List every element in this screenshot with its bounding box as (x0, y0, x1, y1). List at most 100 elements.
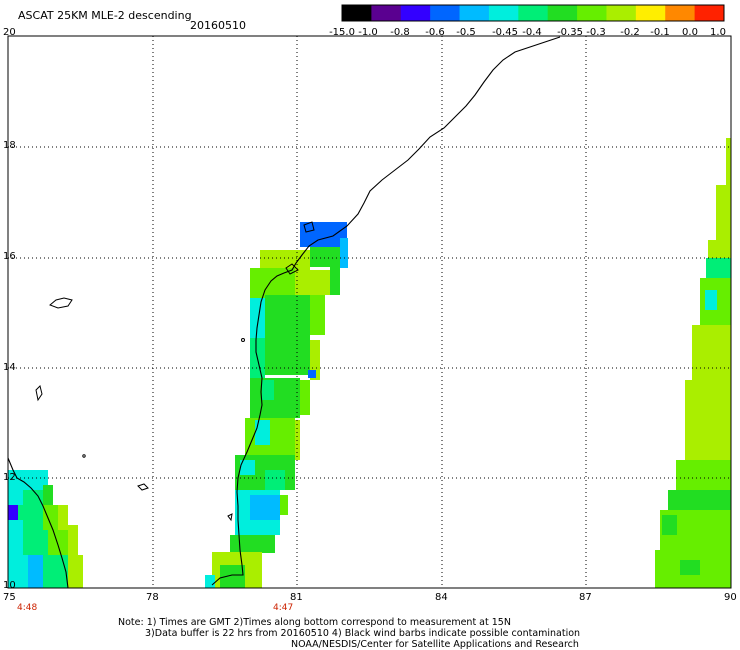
colorbar-swatch (430, 5, 461, 21)
colorbar-swatch (606, 5, 637, 21)
x-tick-label: 90 (724, 592, 737, 603)
island-outline (137, 483, 149, 491)
y-tick-label: 12 (3, 472, 16, 483)
data-cell (295, 270, 330, 295)
data-cell (48, 530, 68, 555)
data-cell (23, 490, 43, 505)
data-cell (708, 240, 731, 260)
colorbar-label: -0.8 (390, 27, 410, 38)
island-outline (49, 297, 73, 309)
data-cell (726, 138, 731, 188)
data-cell (676, 460, 731, 490)
data-cell (8, 505, 18, 520)
data-cell (680, 560, 700, 575)
colorbar-swatch (694, 5, 725, 21)
colorbar-swatch (371, 5, 402, 21)
data-cell (8, 555, 28, 588)
colorbar-swatch (459, 5, 490, 21)
data-cell (265, 295, 310, 335)
note-line: NOAA/NESDIS/Center for Satellite Applica… (291, 639, 579, 650)
colorbar-swatch (488, 5, 519, 21)
y-tick-label: 18 (3, 140, 16, 151)
data-cell (28, 555, 43, 588)
lat-lon-grid (8, 36, 731, 588)
map-frame (7, 35, 732, 589)
x-tick-label: 78 (146, 592, 159, 603)
colorbar-label: -0.1 (650, 27, 670, 38)
y-tick-label: 20 (3, 27, 16, 38)
colorbar-label: 0.0 (682, 27, 698, 38)
data-cell (250, 298, 265, 338)
data-cell (230, 535, 275, 553)
data-cell (706, 258, 731, 278)
data-cell (43, 555, 68, 588)
colorbar-swatch (518, 5, 549, 21)
data-cell (716, 185, 731, 245)
colorbar-label: -0.45 (492, 27, 518, 38)
data-cell (308, 370, 316, 378)
data-cell (340, 238, 348, 268)
colorbar-label: -0.2 (620, 27, 640, 38)
data-cell (250, 495, 280, 520)
colorbar-swatch (577, 5, 607, 21)
colorbar-label: 1.0 (710, 27, 726, 38)
colorbar-label: -15.0 (329, 27, 355, 38)
island-outline (82, 454, 86, 458)
time-label: 4:47 (273, 603, 294, 613)
data-cell (262, 380, 274, 400)
island-outline (241, 338, 245, 342)
data-cell (240, 460, 255, 475)
data-cell (685, 380, 731, 460)
data-cell (205, 575, 215, 588)
island-outline (285, 263, 299, 275)
colorbar-swatch (400, 5, 431, 21)
scatterometer-swaths (8, 138, 731, 588)
data-cell (705, 290, 717, 310)
data-cell (255, 420, 270, 445)
data-cell (330, 265, 340, 295)
y-tick-label: 14 (3, 362, 16, 373)
colorbar-frame (341, 4, 725, 22)
note-line: 3)Data buffer is 22 hrs from 20160510 4)… (145, 628, 581, 639)
chart-title: ASCAT 25KM MLE-2 descending (18, 9, 192, 22)
y-tick-label: 16 (3, 251, 16, 262)
data-cell (8, 470, 48, 490)
data-cell (280, 495, 288, 515)
data-cell (220, 565, 245, 588)
data-cell (260, 250, 310, 270)
colorbar-swatch (635, 5, 666, 21)
data-cell (43, 505, 58, 530)
map-plot (7, 35, 732, 589)
data-cell (23, 530, 48, 555)
coastline-india (211, 36, 561, 586)
data-cell (300, 380, 310, 415)
data-cell (668, 490, 731, 510)
colorbar-swatch (547, 5, 578, 21)
island-outline (227, 513, 233, 522)
chart-date: 20160510 (190, 19, 246, 32)
data-cell (68, 525, 78, 555)
data-cell (310, 295, 325, 335)
colorbar-label: -1.0 (358, 27, 378, 38)
x-tick-label: 87 (579, 592, 592, 603)
colorbar-swatch (665, 5, 696, 21)
data-cell (265, 470, 285, 490)
colorbar-label: -0.5 (456, 27, 476, 38)
note-line: Note: 1) Times are GMT 2)Times along bot… (118, 617, 511, 628)
colorbar-label: -0.35 (557, 27, 583, 38)
island-outline (35, 385, 43, 402)
colorbar-label: -0.3 (586, 27, 606, 38)
colorbar-label: -0.6 (425, 27, 445, 38)
colorbar-swatch (342, 5, 372, 21)
data-cell (310, 340, 320, 380)
data-cell (692, 325, 731, 380)
data-cell (300, 222, 347, 247)
data-cell (250, 268, 295, 298)
data-cell (43, 485, 53, 505)
x-tick-label: 84 (435, 592, 448, 603)
data-cell (310, 247, 340, 267)
data-cell (68, 555, 83, 588)
data-cell (265, 335, 310, 375)
colorbar-label: -0.4 (522, 27, 542, 38)
island-outline (303, 221, 315, 233)
